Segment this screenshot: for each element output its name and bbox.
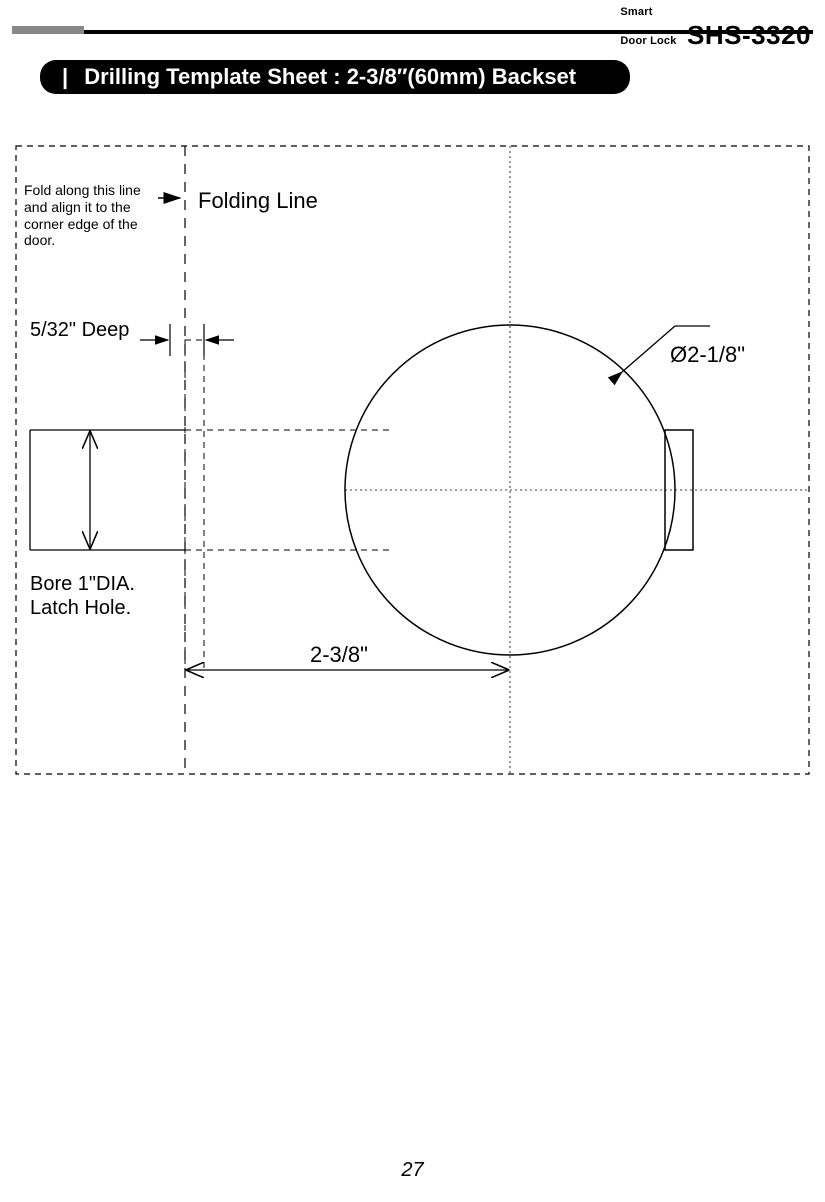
title-bar: | <box>62 64 68 89</box>
product-label: Smart Door Lock SHS-3320 <box>620 2 811 51</box>
fold-note-wrap: Fold along this line and align it to the… <box>24 182 159 272</box>
drilling-template-diagram: Fold along this line and align it to the… <box>10 140 815 780</box>
doorlock-label: Door Lock <box>620 35 676 47</box>
fold-note: Fold along this line and align it to the… <box>24 182 159 249</box>
bore-label-1: Bore 1"DIA. Latch Hole. <box>30 573 140 619</box>
header-rule <box>12 30 813 34</box>
dia-label: Ø2-1/8" <box>670 342 745 367</box>
folding-line-label: Folding Line <box>198 188 318 213</box>
smart-label: Smart <box>620 6 652 18</box>
page: Smart Door Lock SHS-3320 | Drilling Temp… <box>0 0 825 1202</box>
edge-strip <box>185 340 204 670</box>
backset-label: 2-3/8" <box>310 642 368 667</box>
bore-label-line2: Latch Hole. <box>30 597 131 619</box>
model-label: SHS-3320 <box>687 20 811 50</box>
page-number: 27 <box>0 1159 825 1182</box>
header-grey-block <box>12 26 84 34</box>
title-text: Drilling Template Sheet : 2-3/8″(60mm) B… <box>84 64 576 89</box>
dia-callout-line <box>622 326 675 372</box>
header: Smart Door Lock SHS-3320 <box>0 0 825 40</box>
bore-label-line1: Bore 1"DIA. <box>30 573 135 595</box>
section-title: | Drilling Template Sheet : 2-3/8″(60mm)… <box>40 60 630 94</box>
depth-label: 5/32" Deep <box>30 319 129 341</box>
